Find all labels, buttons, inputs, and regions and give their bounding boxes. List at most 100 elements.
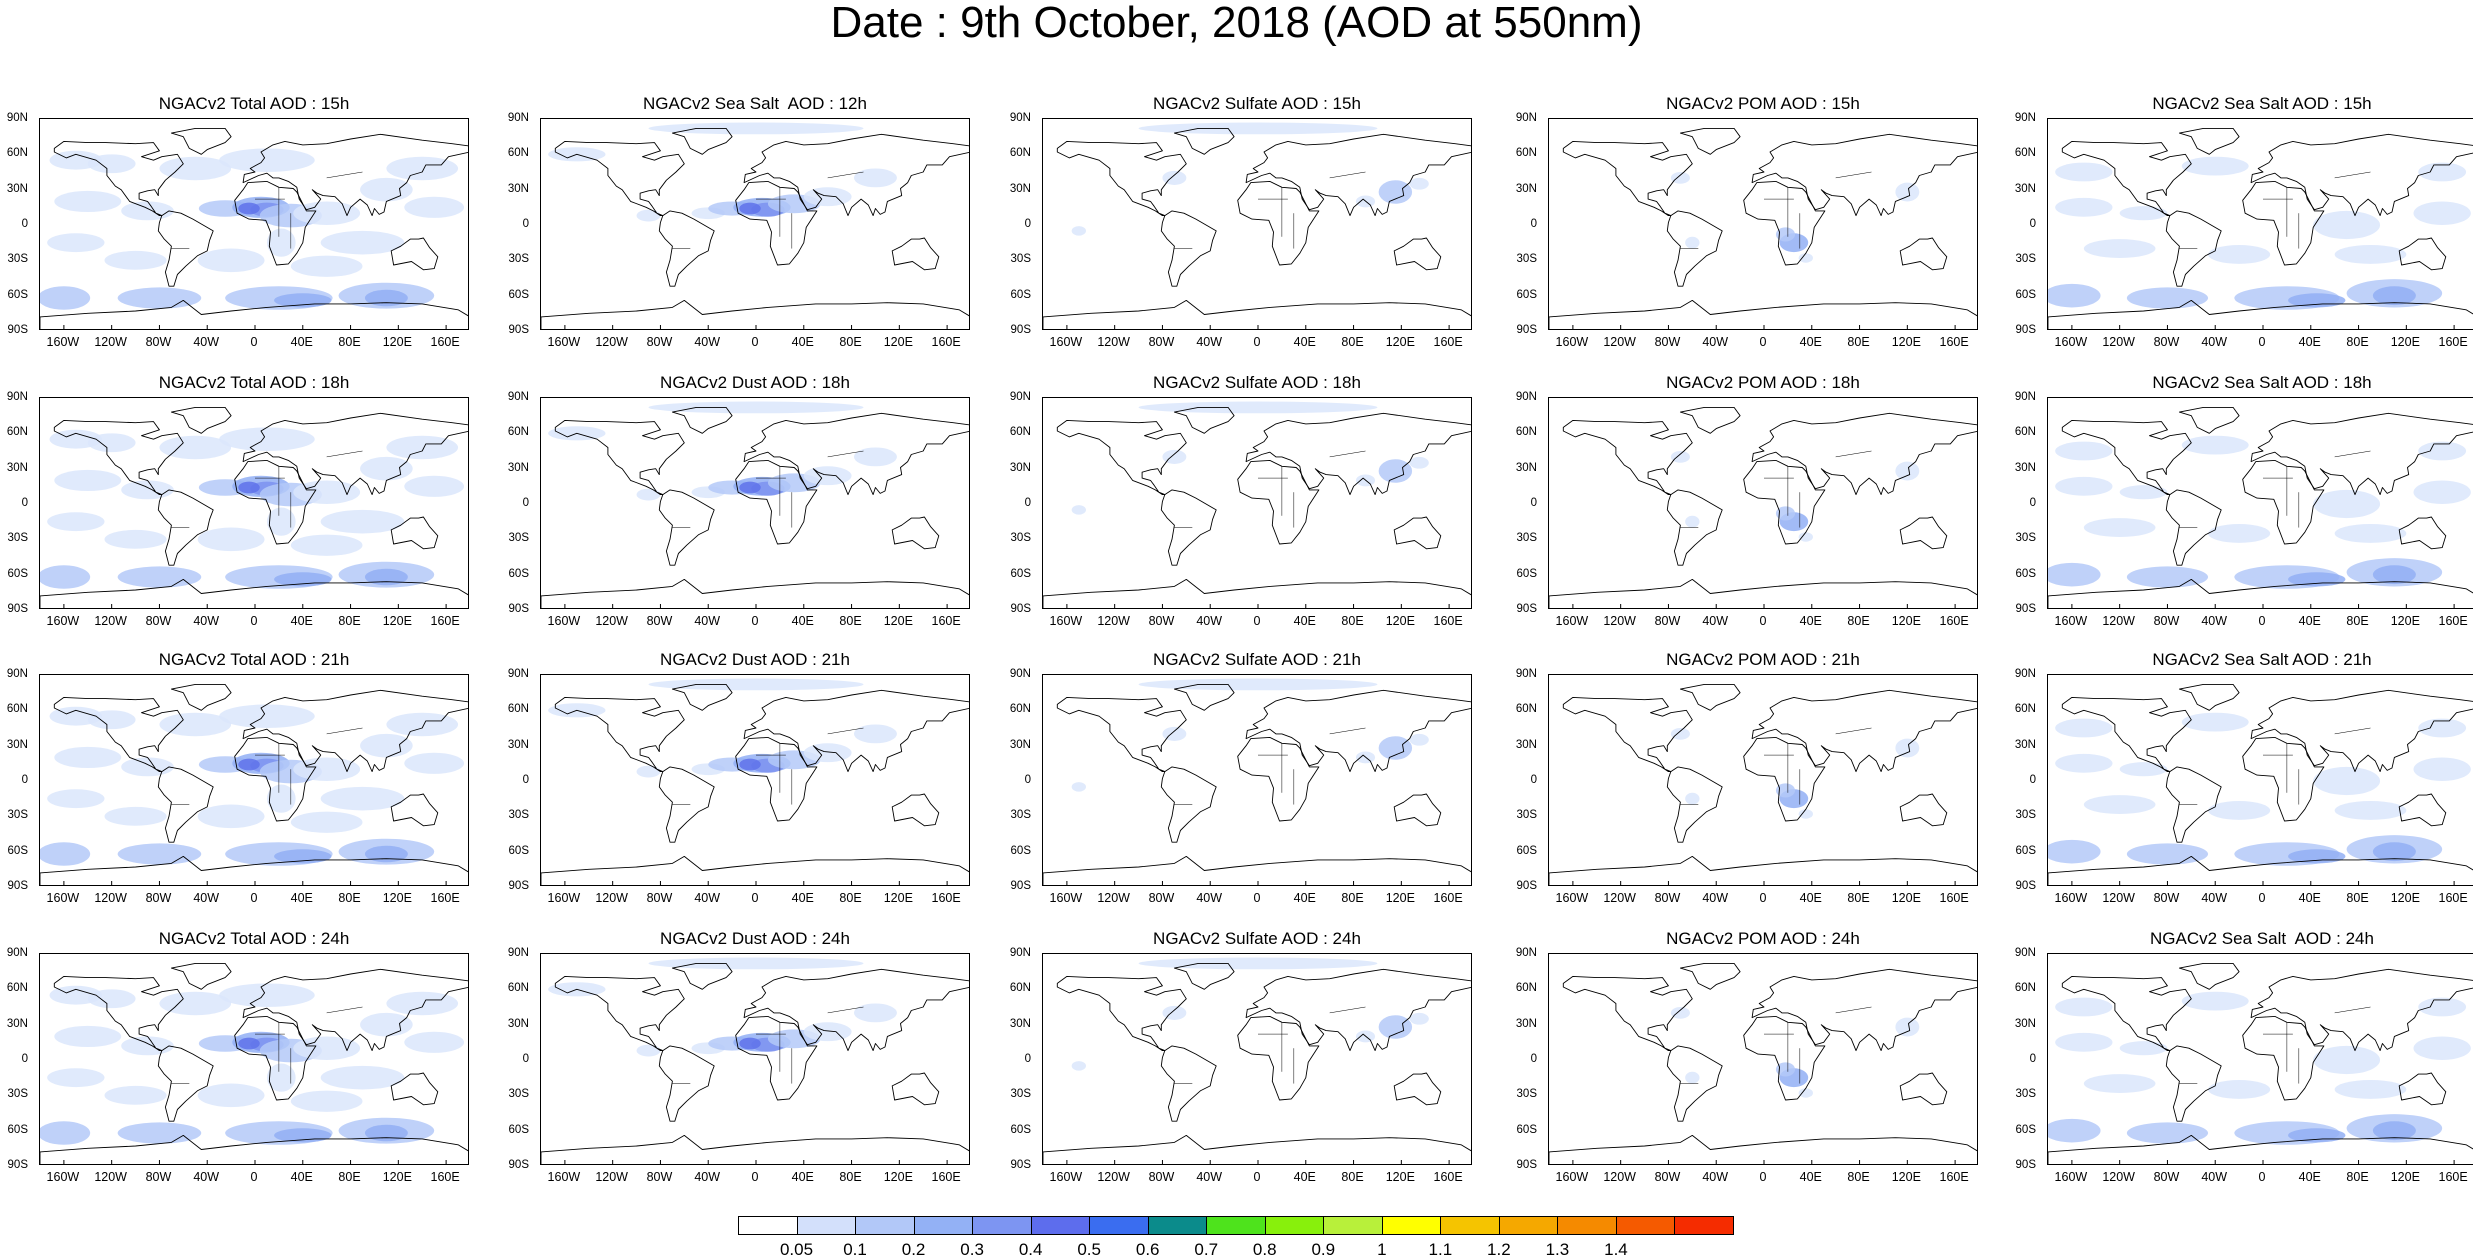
aod-contour — [1162, 170, 1187, 185]
lat-label: 60S — [1516, 567, 1537, 580]
aod-map-svg — [1549, 406, 1977, 608]
coastline — [1160, 766, 1217, 843]
lon-label: 160E — [1433, 1170, 1463, 1184]
aod-contour — [47, 233, 105, 253]
panel-title: NGACv2 Total AOD : 24h — [158, 929, 350, 948]
coastline — [2398, 237, 2447, 271]
lat-label: 90S — [7, 880, 28, 892]
lat-label: 60S — [508, 288, 529, 301]
lon-label: 40W — [2201, 1170, 2228, 1184]
coastline — [1245, 968, 1471, 1052]
lat-label: 60S — [1010, 567, 1031, 580]
aod-contour — [1895, 738, 1920, 758]
lat-label: 90S — [508, 880, 529, 892]
aod-contour — [159, 435, 232, 460]
coastline — [554, 419, 685, 496]
aod-contour — [40, 286, 91, 310]
coastline — [2178, 127, 2240, 155]
coastline — [1899, 516, 1948, 550]
coastline — [1056, 975, 1187, 1052]
colorbar-swatch — [1440, 1216, 1500, 1235]
lat-label: 60S — [2015, 288, 2036, 301]
lat-label: 60S — [508, 1123, 529, 1136]
colorbar-label: 0.4 — [1018, 1240, 1043, 1259]
lon-label: 40E — [791, 891, 814, 905]
lon-label: 80E — [338, 335, 361, 349]
coastline — [1666, 489, 1723, 566]
coastline — [2048, 1134, 2473, 1164]
aod-contour — [47, 789, 105, 809]
lon-label: 120E — [2390, 1170, 2420, 1184]
lon-label: 160W — [46, 1170, 80, 1184]
coastline — [2165, 210, 2222, 287]
lon-label: 80W — [1148, 1170, 1175, 1184]
lat-label: 90N — [2014, 668, 2036, 680]
aod-map-svg — [1549, 962, 1977, 1164]
map-panel: NGACv2 Total AOD : 18h 90N 60N 30N 0 30S 60S 90… — [0, 373, 470, 638]
lon-label: 40E — [1293, 335, 1316, 349]
coastline — [1056, 696, 1187, 773]
coastline — [1751, 412, 1977, 496]
aod-contour — [2288, 293, 2346, 308]
lat-label: 90N — [1515, 391, 1537, 403]
coastline — [1160, 1045, 1217, 1122]
lat-label: 90S — [2015, 880, 2036, 892]
lat-label: 0 — [1530, 497, 1537, 509]
aod-contour — [360, 733, 413, 758]
coastline — [1056, 419, 1187, 496]
aod-contour — [274, 293, 332, 308]
lon-label: 80W — [145, 891, 172, 905]
lat-label: 30S — [2015, 809, 2036, 822]
lon-label: 0 — [1759, 891, 1767, 905]
coastline — [40, 299, 468, 329]
coastline — [40, 1134, 468, 1164]
lat-label: 30S — [508, 809, 529, 822]
lon-label: 160W — [1049, 891, 1083, 905]
lat-label: 60N — [507, 147, 529, 160]
coastline — [2242, 1015, 2325, 1101]
aod-map-svg — [1549, 127, 1977, 329]
aod-contour — [54, 746, 122, 769]
lon-label: 80E — [2346, 614, 2369, 628]
panel-title: NGACv2 Sulfate AOD : 24h — [1153, 929, 1361, 948]
lon-label: 0 — [1759, 614, 1767, 628]
map-panel: NGACv2 Dust AOD : 21h 90N 60N 30N 0 30S 60S 90S… — [501, 650, 971, 915]
aod-contour — [274, 572, 332, 587]
lat-label: 60N — [1009, 147, 1031, 160]
lon-label: 40W — [1702, 335, 1729, 349]
coastline — [541, 578, 969, 608]
world-map — [1042, 953, 1472, 1165]
coastline — [53, 140, 184, 217]
lat-label: 60S — [508, 844, 529, 857]
lat-label: 60S — [1010, 844, 1031, 857]
lon-label: 80E — [839, 1170, 862, 1184]
aod-contour — [87, 154, 136, 174]
lat-label: 60N — [507, 703, 529, 716]
coastline — [2398, 1072, 2447, 1106]
aod-contour — [648, 957, 864, 970]
lat-label: 30S — [508, 253, 529, 266]
aod-contour — [386, 712, 459, 737]
lon-label: 80W — [2153, 1170, 2180, 1184]
aod-contour — [1162, 449, 1187, 464]
aod-contour — [1138, 122, 1378, 135]
coastline — [743, 133, 969, 217]
aod-contour — [320, 230, 405, 255]
country-border — [2334, 450, 2371, 458]
coastline — [1666, 766, 1723, 843]
aod-map-svg — [2048, 127, 2473, 329]
lat-label: 90N — [507, 947, 529, 959]
aod-contour — [2055, 718, 2113, 738]
panel-title: NGACv2 POM AOD : 15h — [1666, 94, 1860, 113]
lon-label: 160E — [1433, 891, 1463, 905]
lon-label: 80E — [2346, 335, 2369, 349]
lon-label: 40E — [1293, 1170, 1316, 1184]
lat-label: 30N — [507, 182, 529, 195]
aod-contour — [87, 710, 136, 730]
lon-label: 120E — [1385, 614, 1415, 628]
lat-label: 90N — [6, 391, 28, 403]
lat-label: 30N — [507, 461, 529, 474]
panel-title: NGACv2 Total AOD : 18h — [158, 373, 350, 392]
world-map — [39, 118, 469, 330]
aod-contour — [266, 228, 296, 257]
